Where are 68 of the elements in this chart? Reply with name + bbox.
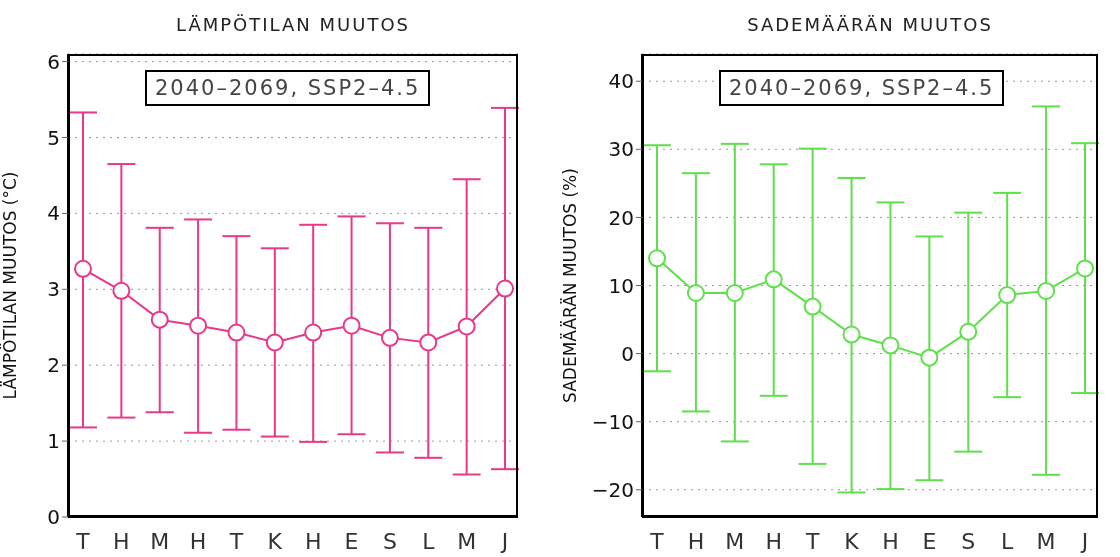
point	[419, 333, 438, 352]
x-tick-label: L	[1001, 528, 1015, 554]
x-tick-label: E	[344, 528, 359, 554]
x-tick-label: T	[649, 528, 665, 554]
point	[457, 317, 476, 336]
y-tick-label: 30	[608, 137, 634, 162]
y-axis-title: LÄMPÖTILAN MUUTOS (°C)	[0, 171, 21, 400]
point	[227, 323, 246, 342]
x-tick-label: E	[922, 528, 937, 554]
x-tick-label: H	[189, 528, 207, 554]
point	[342, 316, 361, 335]
x-tick-label: H	[687, 528, 705, 554]
y-tick-label: 5	[47, 125, 60, 150]
y-tick-label: 20	[608, 205, 634, 230]
x-tick-label: T	[228, 528, 244, 554]
x-tick-label: S	[961, 528, 976, 554]
y-tick-label: −20	[591, 477, 634, 502]
y-tick-label: 1	[47, 429, 60, 454]
y-axis-title: SADEMÄÄRÄN MUUTOS (%)	[560, 168, 581, 403]
point	[150, 310, 169, 329]
x-tick-label: K	[267, 528, 283, 554]
x-tick-label: H	[304, 528, 322, 554]
y-tick-label: 0	[621, 341, 634, 366]
point	[881, 336, 900, 355]
annotation: 2040–2069, SSP2–4.5	[145, 70, 431, 106]
chart-title: SADEMÄÄRÄN MUUTOS	[746, 14, 994, 35]
point	[1037, 281, 1056, 300]
y-tick-label: 10	[608, 273, 634, 298]
point	[189, 316, 208, 335]
x-tick-label: H	[882, 528, 899, 554]
point	[998, 286, 1017, 305]
x-tick-label: T	[804, 528, 820, 554]
chart-title: LÄMPÖTILAN MUUTOS	[175, 14, 411, 35]
x-tick-label: L	[422, 528, 436, 554]
point	[265, 333, 284, 352]
annotation: 2040–2069, SSP2–4.5	[719, 70, 1005, 106]
x-tick-label: J	[499, 528, 509, 554]
x-tick-label: M	[1036, 528, 1056, 554]
y-tick-label: 3	[47, 277, 60, 302]
point	[1076, 259, 1094, 278]
x-tick-label: M	[150, 528, 170, 554]
y-tick-label: −10	[591, 409, 634, 434]
point	[496, 279, 514, 298]
point	[74, 259, 92, 278]
x-tick-label: J	[1079, 528, 1089, 554]
point	[920, 348, 939, 367]
x-tick-label: K	[844, 528, 860, 554]
x-tick-label: T	[75, 528, 91, 554]
point	[959, 322, 978, 341]
x-tick-label: H	[113, 528, 130, 554]
y-tick-label: 0	[47, 505, 60, 530]
point	[686, 283, 705, 302]
point	[803, 297, 822, 316]
y-tick-label: 40	[608, 69, 634, 94]
x-tick-label: M	[457, 528, 477, 554]
x-tick-label: S	[382, 528, 397, 554]
point	[842, 325, 861, 344]
point	[764, 270, 783, 289]
point	[304, 323, 323, 342]
y-tick-label: 4	[47, 201, 60, 226]
y-tick-label: 2	[47, 353, 60, 378]
x-tick-label: H	[765, 528, 782, 554]
point	[725, 283, 744, 302]
point	[112, 281, 131, 300]
point	[380, 328, 399, 347]
y-tick-label: 6	[47, 49, 60, 74]
point	[648, 249, 666, 268]
x-tick-label: M	[725, 528, 745, 554]
